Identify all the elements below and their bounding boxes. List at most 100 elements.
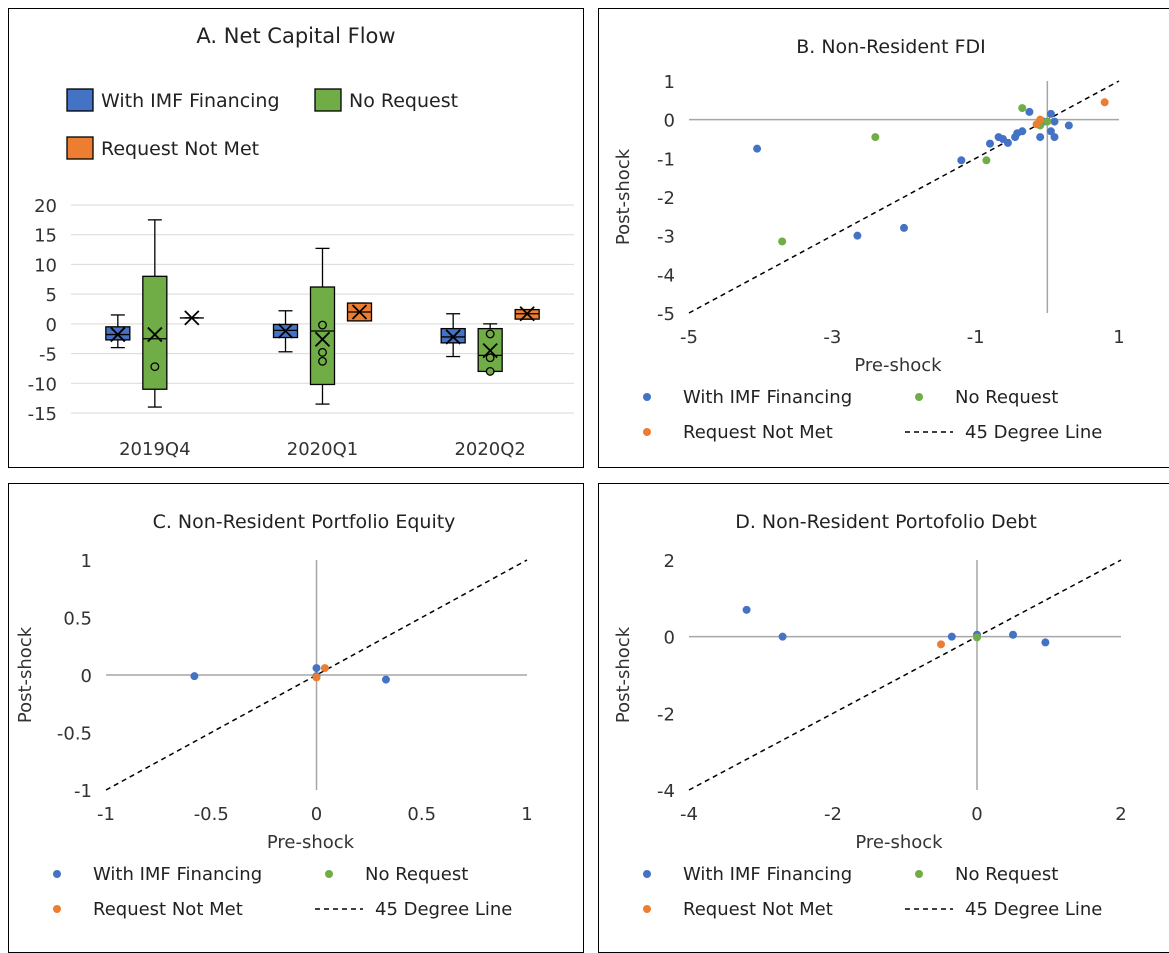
mean-marker [147,326,163,343]
panel-portfolio-debt: D. Non-Resident Portofolio Debt -4 -2 0 2 2 0… [598,483,1169,953]
legend-label-not-met: Request Not Met [101,138,259,160]
forty-five-degree-line [105,559,528,791]
scatter-non-resident-fdi: B. Non-Resident FDI -5 -3 -1 1 1 0 -1 -2 -3 -4 -5 P… [613,36,1125,443]
scatter-point [986,139,994,148]
scatter-point [381,675,390,684]
legend-marker [915,870,923,878]
scatter-point [320,664,329,673]
chart-title: C. Non-Resident Portfolio Equity [153,511,456,533]
x-tick-label: 2019Q4 [119,439,190,460]
mean-marker [277,323,294,339]
y-tick-label: -3 [657,227,675,248]
chart-title: A. Net Capital Flow [196,24,395,48]
scatter-point [312,673,321,682]
x-axis-title: Pre-shock [855,832,943,853]
legend-label: Request Not Met [93,899,243,920]
scatter-point [742,605,751,614]
panel-non-resident-fdi: B. Non-Resident FDI -5 -3 -1 1 1 0 -1 -2 -3 -4 -5 P… [598,8,1169,468]
legend-marker [643,393,651,401]
x-tick-label: 0 [311,804,322,825]
x-tick-label: -5 [680,327,698,348]
y-tick-label: -4 [657,781,675,802]
legend-marker [643,428,651,436]
y-axis-title: Post-shock [613,626,634,723]
scatter-point [753,144,762,153]
y-tick-label: -2 [657,188,675,209]
mean-marker [110,326,126,343]
scatter-point [853,231,862,240]
scatter-point [871,133,880,142]
outlier-point [485,329,495,339]
y-tick-label: 0 [81,666,92,687]
legend-swatch-imf [66,88,94,112]
x-tick-label: -0.5 [194,804,229,825]
legend-label: 45 Degree Line [965,899,1102,920]
chart-title: D. Non-Resident Portofolio Debt [735,511,1037,533]
x-tick-label: 2020Q1 [287,439,358,460]
legend-marker [643,905,651,913]
scatter-point [1043,117,1052,126]
legend-label: No Request [955,387,1058,408]
legend-label: With IMF Financing [683,864,852,885]
scatter-portfolio-debt: D. Non-Resident Portofolio Debt -4 -2 0 2 2 0… [613,511,1127,920]
x-tick-label: -2 [824,804,842,825]
scatter-point [1046,109,1055,118]
mean-marker [314,331,331,347]
mean-marker [351,304,368,320]
legend-label-no-request: No Request [349,90,458,112]
scatter-point [982,156,991,165]
x-tick-label: 2 [1115,804,1126,825]
legend-marker [53,905,61,913]
outlier-point [485,366,495,376]
legend-label: Request Not Met [683,422,833,443]
y-tick-label: 0 [664,111,675,132]
scatter-point [1036,115,1045,124]
y-axis-title: Post-shock [15,626,36,723]
scatter-point [1018,127,1027,136]
y-tick-label: 5 [46,285,57,306]
outlier-point [318,320,327,330]
x-axis-title: Pre-shock [854,355,942,376]
legend-label: With IMF Financing [683,387,852,408]
forty-five-degree-line [688,559,1122,791]
y-tick-label: 20 [34,196,57,217]
scatter-point [1100,98,1109,107]
x-tick-label: -1 [967,327,985,348]
outlier-point [485,353,495,363]
x-tick-label: 1 [521,804,532,825]
scatter-point [1009,630,1017,639]
scatter-point [1064,121,1073,130]
y-tick-label: -10 [28,374,57,395]
y-tick-label: -4 [657,265,675,286]
scatter-point [1036,133,1045,142]
x-tick-label: 1 [1113,327,1124,348]
scatter-point [778,632,787,641]
legend-label: No Request [955,864,1058,885]
x-tick-label: -3 [823,327,841,348]
legend-label: No Request [365,864,468,885]
y-tick-label: 0 [664,628,675,649]
y-axis-title: Post-shock [613,148,634,245]
scatter-point [312,664,321,673]
scatter-point [947,632,956,641]
y-tick-label: 0 [46,315,57,336]
box-plot-net-capital-flow: A. Net Capital Flow With IMF Financing N… [28,24,574,460]
legend-marker [915,393,923,401]
box [142,275,168,390]
mean-marker [519,306,535,322]
scatter-point [778,237,787,246]
x-tick-label: 0.5 [407,804,436,825]
chart-title: B. Non-Resident FDI [796,36,986,58]
outlier-point [318,356,327,366]
y-tick-label: -2 [657,704,675,725]
outlier-point [318,347,327,357]
y-tick-label: -1 [74,781,92,802]
y-tick-label: -0.5 [57,724,92,745]
scatter-point [1025,107,1034,116]
y-tick-label: -5 [657,304,675,325]
legend-marker [643,870,651,878]
scatter-point [1018,104,1027,113]
panel-portfolio-equity: C. Non-Resident Portfolio Equity -1 -0.5 0… [8,483,584,953]
mean-marker [482,342,498,359]
scatter-point [973,633,981,642]
